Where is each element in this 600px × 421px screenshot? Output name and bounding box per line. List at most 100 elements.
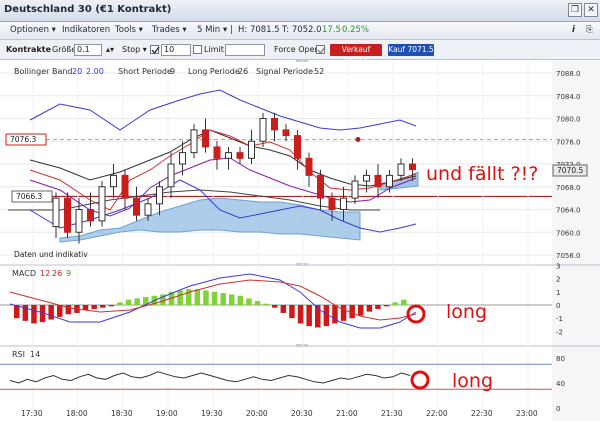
kontrakte-label: Kontrakte bbox=[6, 45, 51, 54]
data-watermark: Daten und indikativ bbox=[14, 250, 88, 259]
x-tick-label: 18:30 bbox=[111, 409, 133, 418]
force-open-label: Force Open bbox=[274, 45, 320, 54]
groesse-input[interactable]: 0.1 bbox=[74, 44, 102, 56]
stop-input[interactable]: 10 bbox=[161, 44, 191, 56]
macd-histogram-bar bbox=[194, 289, 201, 305]
force-open-checkbox[interactable] bbox=[316, 45, 326, 55]
rsi-period: 14 bbox=[30, 350, 40, 359]
macd-histogram-bar bbox=[117, 302, 123, 305]
bollinger-lower-line bbox=[29, 179, 417, 233]
candle-up bbox=[110, 174, 117, 188]
macd-histogram-bar bbox=[220, 293, 226, 305]
window-titlebar: Deutschland 30 (€1 Kontrakt) ❐ ✕ bbox=[0, 0, 600, 22]
price-tag-upper bbox=[5, 133, 47, 146]
high-value: H: 7081.5 bbox=[238, 25, 280, 35]
order-bar: Kontrakte Größe 0.1 ▴▾ Stop ▾ 10 Limit F… bbox=[0, 40, 600, 66]
macd-histogram-bar bbox=[358, 305, 364, 316]
candle-up bbox=[75, 209, 83, 233]
macd-histogram-bar bbox=[14, 305, 20, 319]
macd-histogram-bar bbox=[401, 299, 407, 305]
macd-tick-label: 2 bbox=[556, 276, 560, 284]
window-title: Deutschland 30 (€1 Kontrakt) bbox=[4, 4, 172, 15]
buy-button[interactable]: Kauf 7071.5 bbox=[388, 44, 434, 56]
low-value: T: 7052.0 bbox=[282, 25, 322, 35]
candle-down bbox=[409, 163, 416, 171]
panel-resize-handle[interactable] bbox=[296, 60, 308, 62]
menu-optionen[interactable]: Optionen ▾ bbox=[10, 25, 56, 35]
candle-down bbox=[121, 174, 129, 199]
stop-checkbox[interactable] bbox=[150, 45, 160, 55]
macd-histogram-bar bbox=[306, 305, 312, 327]
limit-label: Limit bbox=[204, 45, 224, 54]
candle-up bbox=[179, 152, 186, 165]
macd-histogram-bar bbox=[229, 294, 235, 305]
toolbar-separator: | bbox=[230, 25, 233, 35]
macd-histogram-bar bbox=[272, 305, 278, 308]
macd-histogram-bar bbox=[349, 305, 355, 319]
panel-resize-handle[interactable] bbox=[296, 344, 308, 347]
candle-up bbox=[225, 152, 232, 159]
annotation-long-macd: long bbox=[446, 301, 487, 323]
signal-periode-value: 52 bbox=[314, 67, 324, 76]
close-icon[interactable]: ✕ bbox=[584, 3, 598, 17]
macd-histogram-bar bbox=[134, 298, 140, 305]
macd-histogram-bar bbox=[143, 297, 149, 305]
macd-histogram-bar bbox=[160, 294, 166, 305]
document-icon[interactable]: ⎘ bbox=[586, 25, 593, 35]
candle-up bbox=[351, 180, 359, 199]
current-price-text: 7070.5 bbox=[557, 166, 583, 175]
x-tick-label: 20:00 bbox=[246, 409, 268, 418]
candle-down bbox=[282, 129, 290, 137]
macd-histogram-bar bbox=[100, 305, 106, 308]
x-tick-label: 21:30 bbox=[381, 409, 403, 418]
limit-checkbox[interactable] bbox=[193, 45, 202, 54]
candle-down bbox=[213, 146, 221, 159]
stop-select[interactable]: Stop ▾ bbox=[122, 45, 147, 54]
macd-histogram-bar bbox=[392, 302, 398, 305]
macd-histogram-bar bbox=[125, 299, 132, 305]
info-icon[interactable]: i bbox=[572, 25, 575, 35]
menu-bar: Optionen ▾ Indikatoren Tools ▾ Trades ▾ … bbox=[0, 22, 600, 40]
macd-histogram-bar bbox=[177, 290, 183, 305]
macd-histogram-bar bbox=[315, 305, 321, 328]
menu-indikatoren[interactable]: Indikatoren bbox=[62, 25, 111, 35]
panel-resize-handle[interactable] bbox=[296, 263, 308, 266]
current-price-tag bbox=[552, 164, 588, 177]
macd-histogram-bar bbox=[39, 305, 46, 323]
macd-histogram-bar bbox=[186, 289, 192, 305]
macd-histogram-bar bbox=[57, 305, 63, 317]
short-periode-label: Short Periode bbox=[118, 67, 172, 76]
menu-trades[interactable]: Trades ▾ bbox=[152, 25, 187, 35]
annotation-long-rsi: long bbox=[452, 370, 493, 392]
restore-icon[interactable]: ❐ bbox=[568, 3, 582, 17]
macd-histogram-bar bbox=[211, 291, 218, 305]
candle-up bbox=[156, 186, 163, 205]
candle-up bbox=[340, 197, 347, 210]
chart-area[interactable]: 7088.07084.07080.07076.07072.07068.07064… bbox=[0, 60, 600, 421]
menu-tools[interactable]: Tools ▾ bbox=[115, 25, 143, 35]
x-tick-label: 21:00 bbox=[336, 409, 358, 418]
y-tick-label: 7068.0 bbox=[556, 184, 581, 192]
rsi-tick-label: 0 bbox=[556, 405, 560, 413]
annotation-circle-rsi bbox=[410, 370, 430, 390]
bollinger-deviation: 2.00 bbox=[86, 67, 104, 76]
macd-histogram-bar bbox=[91, 305, 97, 309]
candle-up bbox=[98, 186, 106, 222]
y-tick-label: 7060.0 bbox=[556, 229, 581, 237]
timeframe-select[interactable]: 5 Min ▾ bbox=[197, 25, 228, 35]
candle-down bbox=[236, 152, 244, 159]
macd-histogram-bar bbox=[263, 303, 269, 305]
macd-histogram-bar bbox=[375, 305, 381, 309]
candle-up bbox=[167, 163, 175, 188]
candle-down bbox=[64, 197, 71, 233]
candle-up bbox=[144, 203, 152, 216]
limit-input[interactable] bbox=[225, 44, 265, 56]
groesse-label: Größe bbox=[52, 45, 77, 54]
macd-label: MACD bbox=[12, 269, 36, 278]
groesse-spinner-icon[interactable]: ▴▾ bbox=[106, 45, 115, 54]
sell-button[interactable]: Verkauf 7069.5 bbox=[330, 44, 382, 66]
candle-up bbox=[248, 140, 255, 159]
macd-histogram-bar bbox=[48, 305, 54, 320]
macd-tick-label: -2 bbox=[556, 328, 563, 336]
candle-down bbox=[305, 157, 313, 176]
